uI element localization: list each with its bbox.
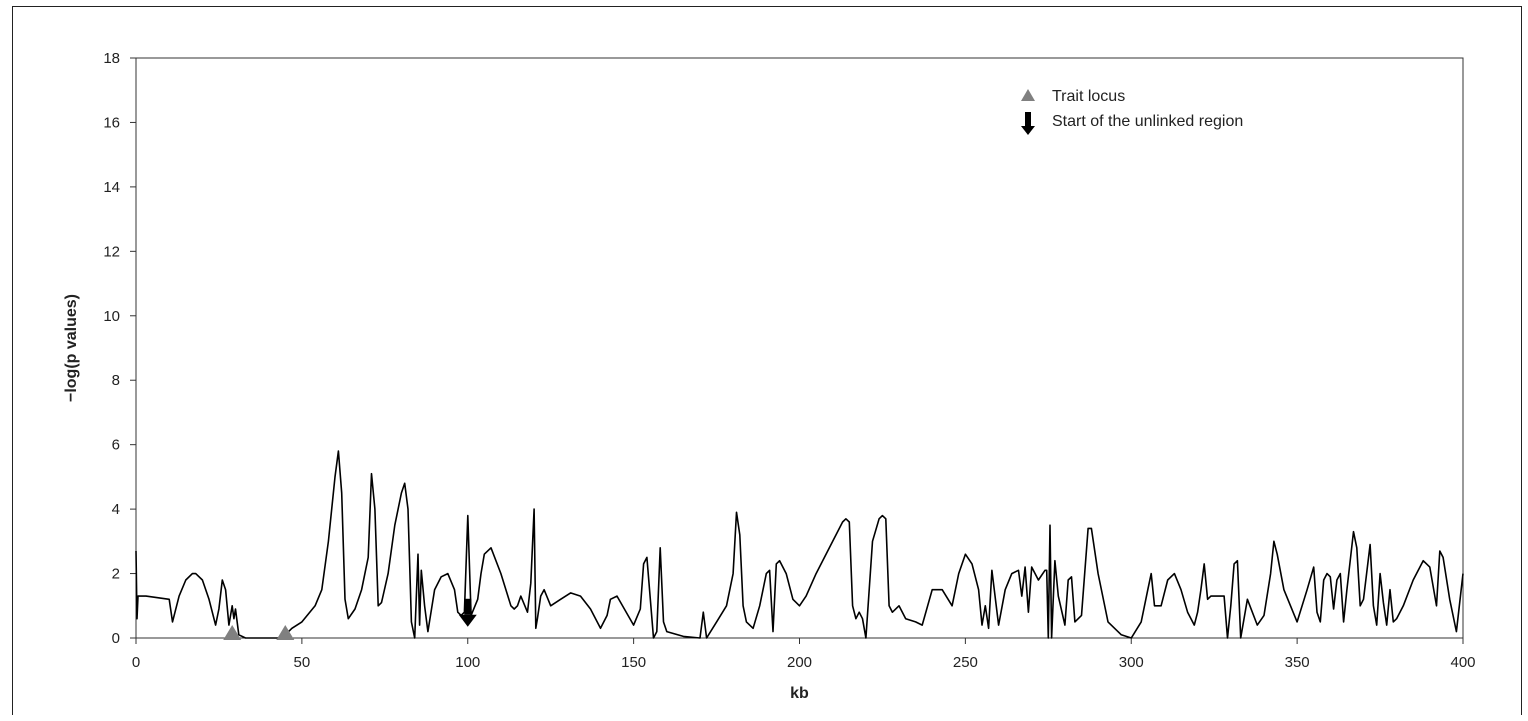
unlinked-region-arrow-shaft <box>464 598 472 615</box>
plot-area-border <box>135 57 1464 639</box>
x-tick-label-0: 0 <box>132 654 140 671</box>
chart-frame <box>12 6 1522 715</box>
series-line <box>135 450 1464 639</box>
trait-locus-marker-0 <box>223 625 242 640</box>
trait-locus-marker-1 <box>276 625 295 640</box>
y-tick-label-9: 18 <box>103 50 120 67</box>
x-tick-label-6: 300 <box>1119 654 1144 671</box>
legend-arrow-shaft <box>1025 112 1031 126</box>
x-tick-label-3: 150 <box>621 654 646 671</box>
unlinked-region-arrow-head <box>458 614 477 627</box>
unlinked-region-arrow <box>458 598 477 627</box>
y-axis: 0 2 4 6 8 10 12 14 16 18 <box>103 50 136 647</box>
y-tick-label-3: 6 <box>112 437 120 454</box>
legend-arrow-icon <box>1021 112 1035 135</box>
y-tick-label-5: 10 <box>103 308 120 325</box>
x-tick-label-5: 250 <box>953 654 978 671</box>
x-axis-title: kb <box>790 685 809 702</box>
annotations <box>223 598 477 640</box>
y-tick-label-2: 4 <box>112 501 120 518</box>
legend-label-0: Trait locus <box>1052 88 1125 105</box>
y-tick-label-8: 16 <box>103 114 120 131</box>
x-tick-label-8: 400 <box>1450 654 1475 671</box>
legend: Trait locus Start of the unlinked region <box>1021 88 1243 135</box>
x-tick-label-7: 350 <box>1285 654 1310 671</box>
y-tick-label-1: 2 <box>112 566 120 583</box>
legend-label-1: Start of the unlinked region <box>1052 113 1243 130</box>
legend-arrow-head <box>1021 126 1035 135</box>
y-tick-label-4: 8 <box>112 372 120 389</box>
x-axis: 0 50 100 150 200 250 300 350 400 <box>132 638 1476 671</box>
x-tick-label-2: 100 <box>455 654 480 671</box>
y-tick-label-6: 12 <box>103 243 120 260</box>
y-tick-label-7: 14 <box>103 179 120 196</box>
x-tick-label-1: 50 <box>294 654 311 671</box>
y-axis-title: −log(p values) <box>63 294 80 402</box>
legend-triangle-icon <box>1021 89 1035 101</box>
y-tick-label-0: 0 <box>112 630 120 647</box>
x-tick-label-4: 200 <box>787 654 812 671</box>
